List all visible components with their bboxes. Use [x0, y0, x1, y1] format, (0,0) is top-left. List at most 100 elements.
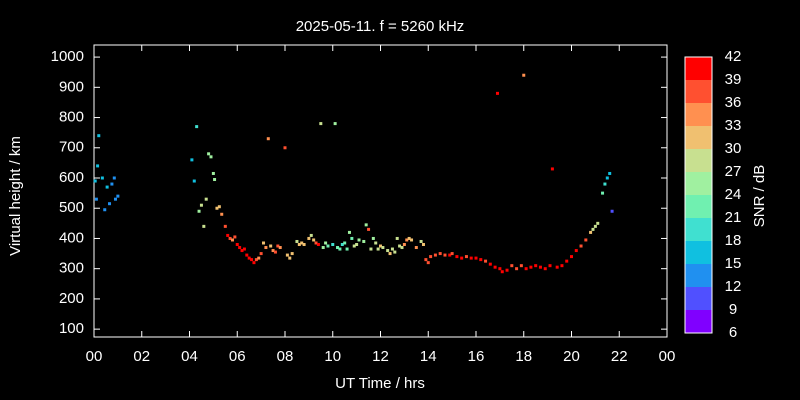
- point: [242, 247, 246, 251]
- point: [245, 253, 249, 257]
- point: [429, 255, 433, 259]
- point: [450, 252, 454, 256]
- colorbar-band: [685, 57, 712, 80]
- point: [228, 236, 232, 240]
- point: [352, 244, 356, 248]
- point: [574, 249, 578, 253]
- point: [603, 182, 607, 186]
- point: [608, 171, 612, 175]
- point: [529, 265, 533, 269]
- colorbar-tick-label: 9: [729, 301, 737, 318]
- point: [269, 244, 273, 248]
- point: [479, 258, 483, 262]
- point: [347, 230, 351, 234]
- point: [250, 258, 254, 262]
- x-axis-label: UT Time / hrs: [335, 375, 425, 392]
- point: [96, 164, 100, 168]
- colorbar-band: [685, 241, 712, 264]
- point: [105, 185, 109, 189]
- point: [197, 209, 201, 213]
- point: [300, 241, 304, 245]
- point: [386, 249, 390, 253]
- point: [560, 264, 564, 268]
- colorbar-band: [685, 80, 712, 103]
- y-axis-label: Virtual height / km: [7, 136, 24, 256]
- colorbar-tick-label: 30: [725, 140, 742, 157]
- point: [534, 264, 538, 268]
- point: [319, 122, 323, 126]
- point: [419, 239, 423, 243]
- x-tick-label: 10: [324, 348, 341, 365]
- point: [464, 255, 468, 259]
- point: [579, 244, 583, 248]
- y-tick-label: 400: [59, 229, 84, 246]
- point: [110, 182, 114, 186]
- chart-title: 2025-05-11. f = 5260 kHz: [296, 18, 465, 35]
- colorbar-tick-label: 15: [725, 255, 742, 272]
- point: [433, 253, 437, 257]
- x-tick-label: 22: [611, 348, 628, 365]
- colorbar-frame: [684, 56, 713, 334]
- point: [192, 179, 196, 183]
- point: [343, 241, 347, 245]
- point: [295, 239, 299, 243]
- x-tick-label: 02: [133, 348, 150, 365]
- colorbar-band: [685, 195, 712, 218]
- point: [309, 233, 313, 237]
- point: [443, 253, 447, 257]
- point: [338, 247, 342, 251]
- point: [398, 244, 402, 248]
- point: [596, 221, 600, 225]
- point: [548, 264, 552, 268]
- point: [257, 256, 261, 260]
- point: [195, 125, 199, 129]
- point: [500, 270, 504, 274]
- point: [235, 243, 239, 247]
- x-tick-label: 20: [563, 348, 580, 365]
- point: [252, 261, 256, 265]
- point: [362, 239, 366, 243]
- point: [510, 264, 514, 268]
- colorbar-tick-label: 42: [725, 48, 742, 65]
- point: [209, 155, 213, 159]
- point: [247, 256, 251, 260]
- colorbar-label: SNR / dB: [751, 165, 768, 228]
- point: [238, 246, 242, 250]
- point: [223, 224, 227, 228]
- point: [393, 250, 397, 254]
- point: [340, 243, 344, 247]
- x-tick-label: 08: [277, 348, 294, 365]
- colorbar-band: [685, 264, 712, 287]
- y-tick-label: 200: [59, 290, 84, 307]
- point: [495, 91, 499, 95]
- point: [302, 243, 306, 247]
- point: [116, 194, 120, 198]
- point: [307, 236, 311, 240]
- point: [240, 249, 244, 253]
- point: [376, 247, 380, 251]
- y-tick-label: 100: [59, 320, 84, 337]
- point: [333, 122, 337, 126]
- point: [278, 246, 282, 250]
- colorbar-tick-label: 18: [725, 232, 742, 249]
- point: [565, 259, 569, 263]
- point: [199, 203, 203, 207]
- point: [262, 241, 266, 245]
- point: [405, 238, 409, 242]
- x-tick-label: 00: [659, 348, 676, 365]
- point: [215, 206, 219, 210]
- point: [213, 178, 217, 182]
- colorbar-band: [685, 172, 712, 195]
- point: [321, 246, 325, 250]
- point: [421, 243, 425, 247]
- point: [254, 258, 258, 262]
- point: [264, 246, 268, 250]
- point: [426, 261, 430, 265]
- point: [407, 236, 411, 240]
- point: [515, 267, 519, 271]
- y-tick-label: 1000: [51, 48, 84, 65]
- point: [271, 249, 275, 253]
- colorbar-tick-label: 27: [725, 163, 742, 180]
- point: [498, 267, 502, 271]
